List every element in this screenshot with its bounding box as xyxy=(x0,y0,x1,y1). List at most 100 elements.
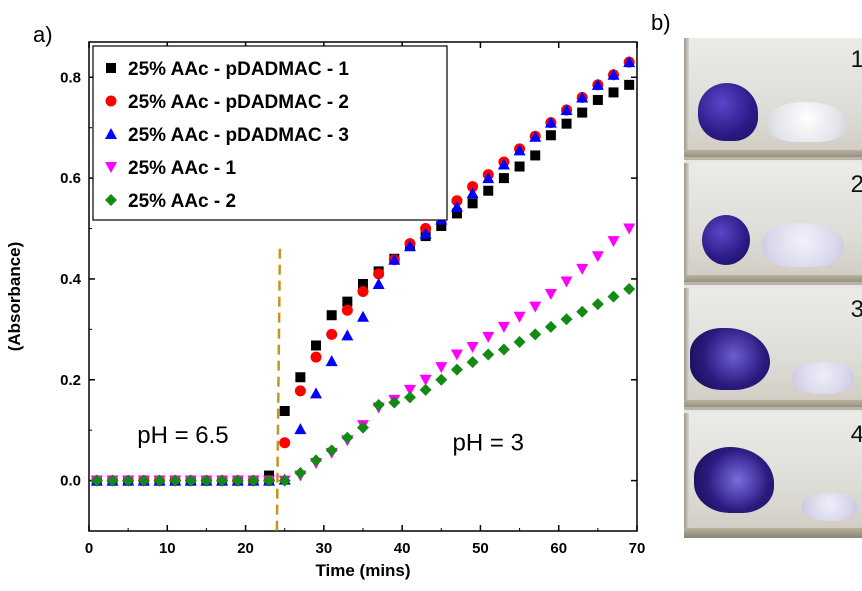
annotation-label: pH = 6.5 xyxy=(137,422,228,449)
photo-label-4: 4 xyxy=(851,421,862,449)
data-point-series-1 xyxy=(499,173,509,183)
data-point-series-1 xyxy=(546,130,556,140)
data-point-series-4 xyxy=(498,322,510,333)
panel-label-a: a) xyxy=(33,22,53,48)
data-point-series-5 xyxy=(451,364,463,376)
x-tick-label: 50 xyxy=(472,540,489,557)
data-point-series-2 xyxy=(295,385,306,396)
annotation-label: pH = 3 xyxy=(453,429,524,456)
data-point-series-5 xyxy=(467,356,479,368)
data-point-series-1 xyxy=(562,119,572,129)
data-point-series-5 xyxy=(420,384,432,396)
data-point-series-4 xyxy=(514,312,526,323)
data-point-series-4 xyxy=(576,264,588,275)
y-tick-label: 0.6 xyxy=(60,170,81,187)
legend-label-4: 25% AAc - 1 xyxy=(128,158,236,179)
data-point-series-1 xyxy=(530,150,540,160)
data-point-series-3 xyxy=(341,329,353,340)
data-point-series-5 xyxy=(373,399,385,411)
data-point-series-4 xyxy=(467,342,479,353)
data-point-series-5 xyxy=(498,344,510,356)
x-tick-label: 60 xyxy=(550,540,567,557)
purple-gel xyxy=(698,83,758,141)
data-point-series-4 xyxy=(451,350,463,361)
purple-gel xyxy=(694,447,774,513)
plot-area: 0 10 20 30 40 50 60 70 0.0 0.2 0.4 0.6 0.8 Time (mins… xyxy=(5,42,645,580)
data-point-series-1 xyxy=(483,186,493,196)
y-tick-label: 0.8 xyxy=(60,69,81,86)
panel-label-b: b) xyxy=(651,10,671,36)
data-point-series-5 xyxy=(341,432,353,444)
y-tick-label: 0.4 xyxy=(60,271,82,288)
white-gel xyxy=(762,223,844,267)
data-point-series-1 xyxy=(593,95,603,105)
x-axis-label: Time (mins) xyxy=(315,561,410,580)
data-point-series-1 xyxy=(577,108,587,118)
y-tick-label: 0.2 xyxy=(60,372,81,389)
x-tick-label: 0 xyxy=(85,540,93,557)
data-point-series-5 xyxy=(514,336,526,348)
photo-label-2: 2 xyxy=(851,171,862,199)
data-point-series-1 xyxy=(311,340,321,350)
y-axis-label: (Absorbance) xyxy=(5,242,24,352)
photo-3: 3 xyxy=(684,288,862,410)
data-point-series-2 xyxy=(373,268,384,279)
photo-label-1: 1 xyxy=(851,46,862,74)
data-point-series-3 xyxy=(310,387,322,398)
x-tick-label: 30 xyxy=(316,540,333,557)
legend-label-1: 25% AAc - pDADMAC - 1 xyxy=(128,59,349,80)
legend-marker-2 xyxy=(106,96,117,107)
photo-panel: 1 2 3 4 xyxy=(684,38,862,538)
data-point-series-4 xyxy=(592,251,604,262)
y-tick-label: 0.0 xyxy=(60,473,81,490)
photo-2: 2 xyxy=(684,163,862,285)
data-point-series-3 xyxy=(294,423,306,434)
data-point-series-3 xyxy=(326,355,338,366)
ph-change-line xyxy=(277,249,280,531)
data-point-series-5 xyxy=(529,328,541,340)
data-point-series-5 xyxy=(357,422,369,434)
data-point-series-4 xyxy=(608,236,620,247)
data-point-series-2 xyxy=(358,286,369,297)
data-point-series-1 xyxy=(295,372,305,382)
photo-1: 1 xyxy=(684,38,862,160)
data-point-series-1 xyxy=(515,162,525,172)
white-gel xyxy=(792,362,854,394)
data-point-series-2 xyxy=(279,437,290,448)
data-point-series-5 xyxy=(482,349,494,361)
data-point-series-4 xyxy=(435,362,447,373)
legend-label-5: 25% AAc - 2 xyxy=(128,191,236,212)
data-point-series-1 xyxy=(468,198,478,208)
data-point-series-5 xyxy=(388,396,400,408)
legend-label-3: 25% AAc - pDADMAC - 3 xyxy=(128,125,349,146)
data-point-series-5 xyxy=(608,291,620,303)
data-point-series-3 xyxy=(357,311,369,322)
data-point-series-1 xyxy=(327,310,337,320)
data-point-series-5 xyxy=(576,306,588,318)
data-point-series-3 xyxy=(373,278,385,289)
data-point-series-5 xyxy=(592,298,604,310)
data-point-series-5 xyxy=(326,444,338,456)
legend-marker-1 xyxy=(106,63,116,73)
data-point-series-5 xyxy=(294,467,306,479)
x-tick-label: 70 xyxy=(629,540,646,557)
purple-gel xyxy=(702,215,750,265)
photo-label-3: 3 xyxy=(851,296,862,324)
x-tick-label: 10 xyxy=(159,540,176,557)
data-point-series-5 xyxy=(435,374,447,386)
data-point-series-5 xyxy=(404,391,416,403)
data-point-series-1 xyxy=(624,80,634,90)
data-point-series-5 xyxy=(561,313,573,325)
data-point-series-2 xyxy=(326,329,337,340)
data-point-series-4 xyxy=(545,289,557,300)
data-point-series-4 xyxy=(561,276,573,287)
legend-label-2: 25% AAc - pDADMAC - 2 xyxy=(128,92,349,113)
data-point-series-5 xyxy=(545,321,557,333)
data-point-series-2 xyxy=(342,305,353,316)
x-tick-label: 40 xyxy=(394,540,411,557)
data-point-series-4 xyxy=(529,302,541,313)
data-point-series-4 xyxy=(482,332,494,343)
data-point-series-2 xyxy=(311,352,322,363)
white-gel xyxy=(768,102,846,142)
x-tick-label: 20 xyxy=(237,540,254,557)
